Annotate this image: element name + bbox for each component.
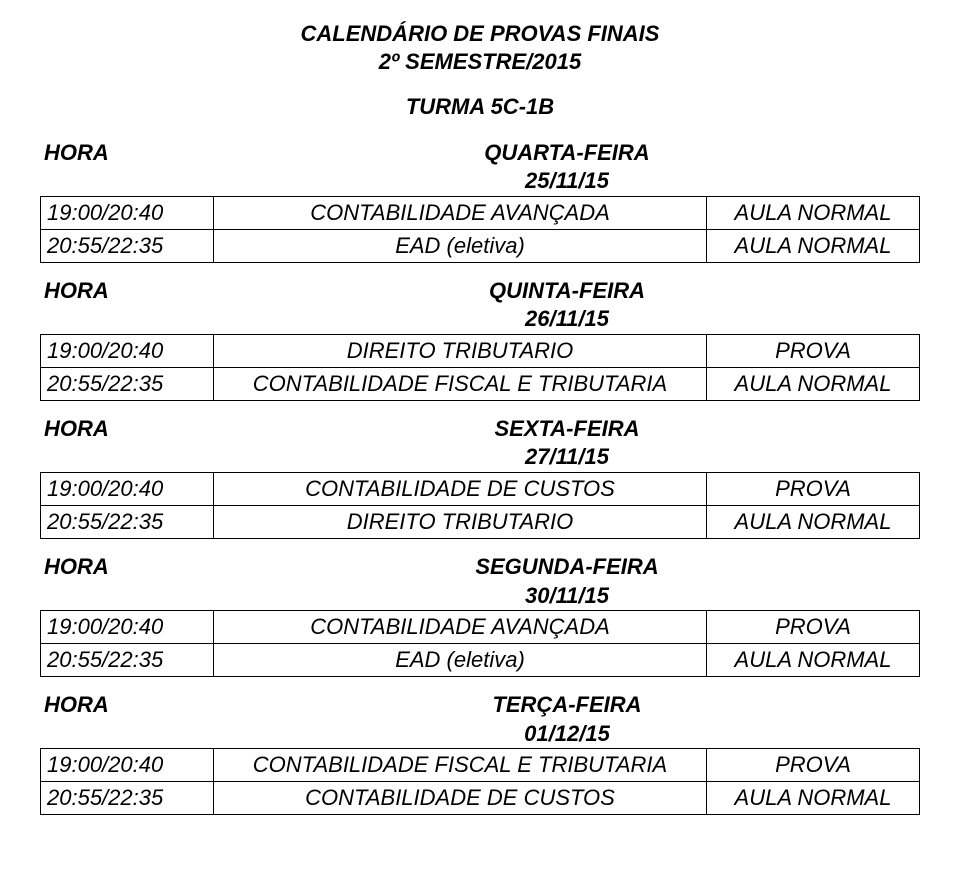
- cell-subject: EAD (eletiva): [214, 229, 707, 262]
- turma: TURMA 5C-1B: [40, 93, 920, 121]
- cell-time: 19:00/20:40: [41, 749, 214, 782]
- schedule-table: 19:00/20:40 DIREITO TRIBUTARIO PROVA 20:…: [40, 334, 920, 401]
- day-section: HORA SEGUNDA-FEIRA 30/11/15 19:00/20:40 …: [40, 553, 920, 677]
- cell-status: PROVA: [707, 473, 920, 506]
- schedule-table: 19:00/20:40 CONTABILIDADE DE CUSTOS PROV…: [40, 472, 920, 539]
- table-row: 20:55/22:35 CONTABILIDADE DE CUSTOS AULA…: [41, 782, 920, 815]
- schedule-table: 19:00/20:40 CONTABILIDADE FISCAL E TRIBU…: [40, 748, 920, 815]
- day-name: SEGUNDA-FEIRA: [214, 553, 920, 582]
- table-row: 19:00/20:40 CONTABILIDADE FISCAL E TRIBU…: [41, 749, 920, 782]
- day-header: HORA TERÇA-FEIRA 01/12/15: [40, 691, 920, 748]
- hora-label: HORA: [40, 277, 214, 334]
- cell-subject: CONTABILIDADE DE CUSTOS: [214, 473, 707, 506]
- cell-time: 20:55/22:35: [41, 506, 214, 539]
- day-date: 25/11/15: [214, 167, 920, 196]
- table-row: 19:00/20:40 CONTABILIDADE AVANÇADA PROVA: [41, 611, 920, 644]
- cell-status: PROVA: [707, 749, 920, 782]
- cell-time: 19:00/20:40: [41, 334, 214, 367]
- table-row: 19:00/20:40 CONTABILIDADE DE CUSTOS PROV…: [41, 473, 920, 506]
- day-label-block: TERÇA-FEIRA 01/12/15: [214, 691, 920, 748]
- cell-subject: CONTABILIDADE FISCAL E TRIBUTARIA: [214, 367, 707, 400]
- cell-subject: CONTABILIDADE DE CUSTOS: [214, 782, 707, 815]
- day-name: QUARTA-FEIRA: [214, 139, 920, 168]
- table-row: 19:00/20:40 CONTABILIDADE AVANÇADA AULA …: [41, 196, 920, 229]
- day-header: HORA QUINTA-FEIRA 26/11/15: [40, 277, 920, 334]
- day-date: 01/12/15: [214, 720, 920, 749]
- day-label-block: SEGUNDA-FEIRA 30/11/15: [214, 553, 920, 610]
- cell-time: 19:00/20:40: [41, 611, 214, 644]
- page: CALENDÁRIO DE PROVAS FINAIS 2º SEMESTRE/…: [0, 0, 960, 869]
- table-row: 20:55/22:35 DIREITO TRIBUTARIO AULA NORM…: [41, 506, 920, 539]
- schedule-table: 19:00/20:40 CONTABILIDADE AVANÇADA PROVA…: [40, 610, 920, 677]
- day-date: 30/11/15: [214, 582, 920, 611]
- day-name: QUINTA-FEIRA: [214, 277, 920, 306]
- day-header: HORA SEXTA-FEIRA 27/11/15: [40, 415, 920, 472]
- cell-status: AULA NORMAL: [707, 196, 920, 229]
- cell-status: PROVA: [707, 611, 920, 644]
- cell-subject: DIREITO TRIBUTARIO: [214, 506, 707, 539]
- table-row: 20:55/22:35 EAD (eletiva) AULA NORMAL: [41, 229, 920, 262]
- day-section: HORA TERÇA-FEIRA 01/12/15 19:00/20:40 CO…: [40, 691, 920, 815]
- cell-status: AULA NORMAL: [707, 506, 920, 539]
- title-line-2: 2º SEMESTRE/2015: [40, 48, 920, 76]
- day-label-block: QUARTA-FEIRA 25/11/15: [214, 139, 920, 196]
- day-label-block: SEXTA-FEIRA 27/11/15: [214, 415, 920, 472]
- cell-status: AULA NORMAL: [707, 367, 920, 400]
- table-row: 19:00/20:40 DIREITO TRIBUTARIO PROVA: [41, 334, 920, 367]
- hora-label: HORA: [40, 691, 214, 748]
- hora-label: HORA: [40, 553, 214, 610]
- day-section: HORA QUINTA-FEIRA 26/11/15 19:00/20:40 D…: [40, 277, 920, 401]
- day-date: 26/11/15: [214, 305, 920, 334]
- cell-time: 20:55/22:35: [41, 229, 214, 262]
- table-row: 20:55/22:35 CONTABILIDADE FISCAL E TRIBU…: [41, 367, 920, 400]
- table-row: 20:55/22:35 EAD (eletiva) AULA NORMAL: [41, 644, 920, 677]
- cell-subject: EAD (eletiva): [214, 644, 707, 677]
- day-header: HORA SEGUNDA-FEIRA 30/11/15: [40, 553, 920, 610]
- title-line-1: CALENDÁRIO DE PROVAS FINAIS: [40, 20, 920, 48]
- cell-time: 20:55/22:35: [41, 782, 214, 815]
- cell-subject: CONTABILIDADE AVANÇADA: [214, 196, 707, 229]
- cell-time: 20:55/22:35: [41, 644, 214, 677]
- cell-status: AULA NORMAL: [707, 229, 920, 262]
- cell-status: PROVA: [707, 334, 920, 367]
- day-label-block: QUINTA-FEIRA 26/11/15: [214, 277, 920, 334]
- day-date: 27/11/15: [214, 443, 920, 472]
- day-name: TERÇA-FEIRA: [214, 691, 920, 720]
- hora-label: HORA: [40, 415, 214, 472]
- day-name: SEXTA-FEIRA: [214, 415, 920, 444]
- cell-time: 20:55/22:35: [41, 367, 214, 400]
- cell-status: AULA NORMAL: [707, 644, 920, 677]
- day-section: HORA SEXTA-FEIRA 27/11/15 19:00/20:40 CO…: [40, 415, 920, 539]
- schedule-table: 19:00/20:40 CONTABILIDADE AVANÇADA AULA …: [40, 196, 920, 263]
- cell-status: AULA NORMAL: [707, 782, 920, 815]
- spacer: [40, 75, 920, 93]
- cell-time: 19:00/20:40: [41, 196, 214, 229]
- day-header: HORA QUARTA-FEIRA 25/11/15: [40, 139, 920, 196]
- day-section: HORA QUARTA-FEIRA 25/11/15 19:00/20:40 C…: [40, 139, 920, 263]
- title-block: CALENDÁRIO DE PROVAS FINAIS 2º SEMESTRE/…: [40, 20, 920, 121]
- cell-subject: DIREITO TRIBUTARIO: [214, 334, 707, 367]
- cell-time: 19:00/20:40: [41, 473, 214, 506]
- hora-label: HORA: [40, 139, 214, 196]
- cell-subject: CONTABILIDADE FISCAL E TRIBUTARIA: [214, 749, 707, 782]
- cell-subject: CONTABILIDADE AVANÇADA: [214, 611, 707, 644]
